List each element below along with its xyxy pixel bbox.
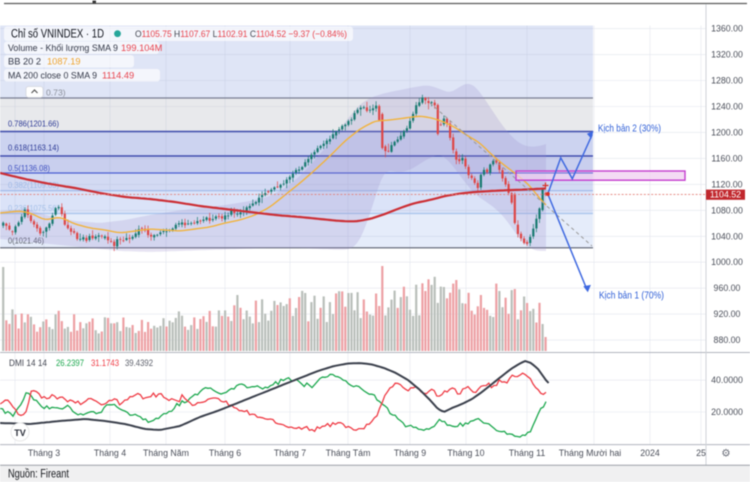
svg-text:DMI 14 14: DMI 14 14	[9, 358, 47, 369]
svg-text:MA 200 close 0 SMA 9: MA 200 close 0 SMA 9	[8, 71, 97, 81]
svg-text:0.786(1201.66): 0.786(1201.66)	[8, 119, 59, 129]
svg-text:40.0000: 40.0000	[711, 375, 743, 385]
svg-text:1200.00: 1200.00	[711, 127, 743, 137]
svg-text:Tháng 9: Tháng 9	[394, 448, 426, 458]
svg-text:1040.00: 1040.00	[711, 231, 743, 241]
svg-text:Nguồn: Fireant: Nguồn: Fireant	[8, 469, 70, 481]
svg-text:20.0000: 20.0000	[711, 407, 743, 417]
svg-text:199.104M: 199.104M	[121, 43, 162, 53]
svg-text:1114.49: 1114.49	[102, 71, 134, 81]
svg-text:Tháng Mười hai: Tháng Mười hai	[559, 448, 622, 458]
svg-text:0.236(1075.56): 0.236(1075.56)	[8, 203, 59, 213]
svg-text:1120.00: 1120.00	[711, 179, 742, 189]
svg-text:Tháng 10: Tháng 10	[447, 448, 484, 458]
svg-text:1240.00: 1240.00	[711, 102, 743, 112]
svg-text:Volume - Khối lượng SMA 9: Volume - Khối lượng SMA 9	[8, 43, 118, 53]
svg-text:1280.00: 1280.00	[711, 76, 743, 86]
svg-text:1160.00: 1160.00	[711, 153, 742, 163]
svg-text:Kịch bản 1 (70%): Kịch bản 1 (70%)	[599, 290, 664, 302]
svg-text:Tháng 7: Tháng 7	[274, 448, 306, 458]
svg-text:960.00: 960.00	[714, 283, 741, 293]
svg-text:O1105.75 H1107.67 L1102.91 C11: O1105.75 H1107.67 L1102.91 C1104.52 −9.3…	[135, 29, 347, 39]
svg-text:Tháng 11: Tháng 11	[509, 448, 546, 458]
svg-text:26.2397: 26.2397	[56, 358, 84, 369]
svg-text:Tháng 6: Tháng 6	[209, 448, 241, 458]
svg-text:25: 25	[696, 448, 706, 458]
svg-text:920.00: 920.00	[714, 309, 741, 319]
svg-text:0(1021.46): 0(1021.46)	[8, 236, 44, 246]
svg-text:39.4392: 39.4392	[125, 358, 153, 369]
svg-text:0.382(1109.03): 0.382(1109.03)	[8, 180, 59, 190]
svg-text:1000.00: 1000.00	[711, 257, 743, 267]
svg-text:Kịch bản 2 (30%): Kịch bản 2 (30%)	[598, 123, 661, 135]
svg-text:Tháng 3: Tháng 3	[28, 448, 60, 458]
svg-text:Tháng 4: Tháng 4	[94, 448, 126, 458]
svg-text:⚙: ⚙	[721, 448, 730, 460]
svg-text:1080.00: 1080.00	[711, 205, 743, 215]
svg-text:0.5(1136.08): 0.5(1136.08)	[8, 163, 50, 173]
svg-text:1360.00: 1360.00	[711, 24, 743, 34]
svg-text:Tháng Tám: Tháng Tám	[326, 448, 371, 458]
svg-text:TV: TV	[14, 428, 26, 438]
svg-text:1087.19: 1087.19	[47, 57, 81, 67]
svg-text:0.73): 0.73)	[46, 88, 66, 98]
svg-text:BB 20 2: BB 20 2	[8, 57, 41, 67]
svg-text:31.1743: 31.1743	[91, 358, 119, 369]
svg-text:Chỉ số VNINDEX · 1D: Chỉ số VNINDEX · 1D	[11, 29, 104, 41]
svg-text:1320.00: 1320.00	[711, 50, 743, 60]
svg-text:880.00: 880.00	[714, 335, 741, 345]
svg-text:2024: 2024	[640, 448, 660, 458]
svg-text:Tháng Năm: Tháng Năm	[143, 448, 189, 458]
svg-text:1104.52: 1104.52	[710, 190, 741, 200]
svg-text:0.618(1163.14): 0.618(1163.14)	[8, 143, 59, 153]
